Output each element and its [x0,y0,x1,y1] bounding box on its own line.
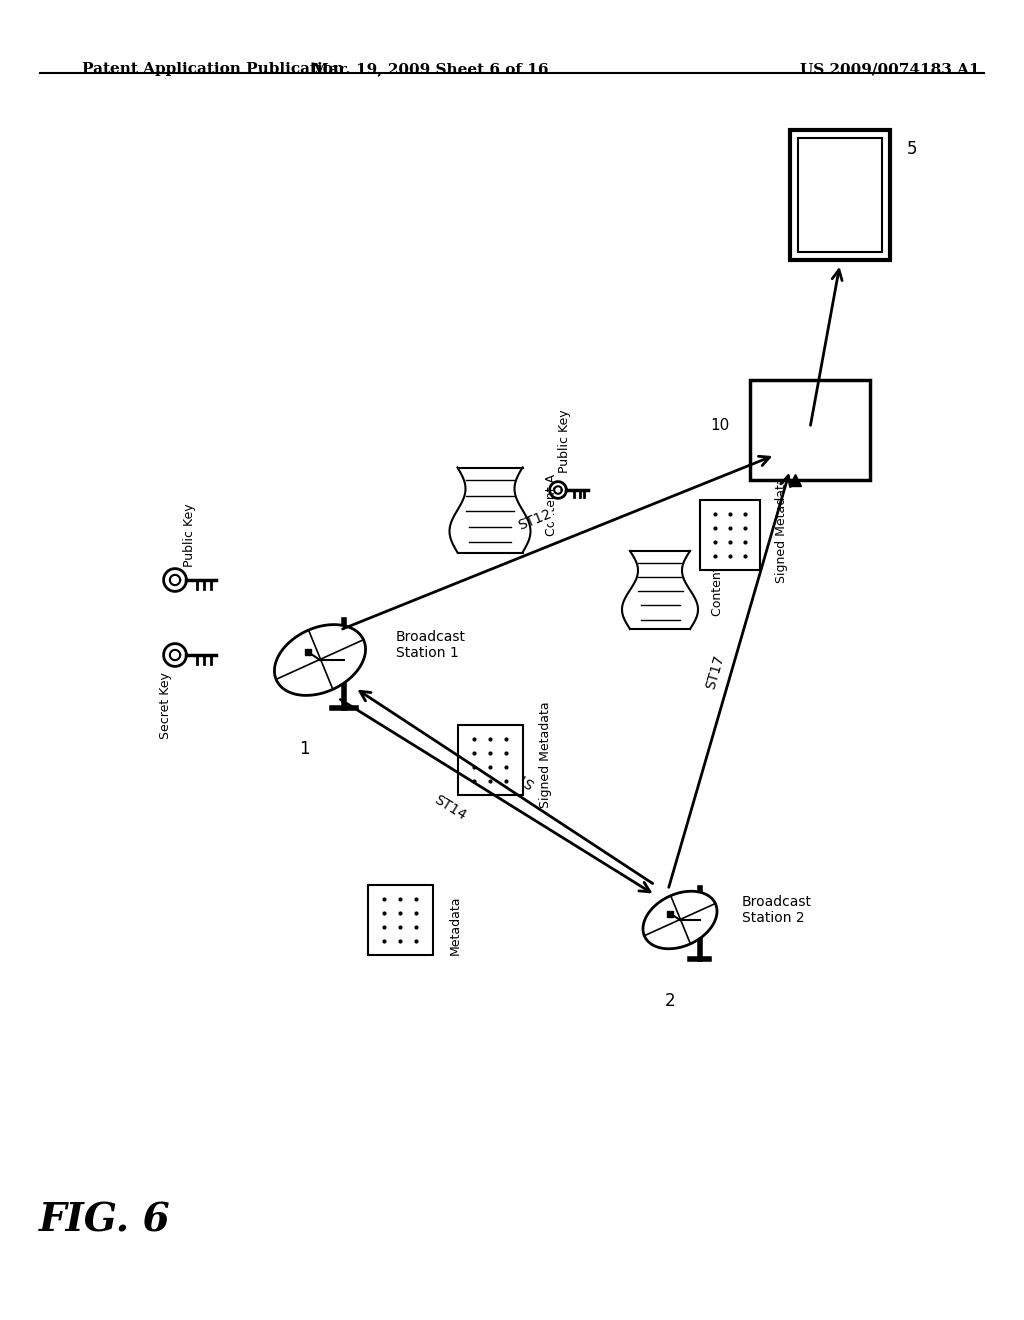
Text: ST12: ST12 [516,507,554,533]
Text: Patent Application Publication: Patent Application Publication [82,62,344,77]
Text: Content A: Content A [545,474,558,536]
Text: ST16: ST16 [500,759,537,791]
FancyBboxPatch shape [790,129,890,260]
Text: Broadcast
Station 1: Broadcast Station 1 [396,630,466,660]
Polygon shape [622,550,698,630]
Text: Public Key: Public Key [558,409,571,474]
Text: US 2009/0074183 A1: US 2009/0074183 A1 [800,62,980,77]
FancyBboxPatch shape [458,725,522,795]
Text: Signed Metadata: Signed Metadata [539,702,552,808]
FancyBboxPatch shape [700,500,760,570]
Text: 5: 5 [906,140,918,158]
Text: Signed Metadata: Signed Metadata [775,477,788,583]
Polygon shape [643,891,717,949]
FancyBboxPatch shape [750,380,870,480]
Text: ST17: ST17 [703,653,727,690]
Text: 1: 1 [299,741,309,758]
Text: Mar. 19, 2009 Sheet 6 of 16: Mar. 19, 2009 Sheet 6 of 16 [311,62,548,77]
Text: Public Key: Public Key [183,503,197,566]
FancyBboxPatch shape [368,884,432,954]
Text: Receiving
Device: Receiving Device [776,414,844,445]
Text: 2: 2 [665,991,675,1010]
FancyBboxPatch shape [798,139,882,252]
Polygon shape [274,624,366,696]
Text: Secret Key: Secret Key [160,673,172,739]
Text: Broadcast
Station 2: Broadcast Station 2 [741,895,812,925]
Text: ST14: ST14 [431,793,469,824]
Text: FIG. 6: FIG. 6 [39,1201,171,1239]
Polygon shape [450,467,530,553]
Text: 10: 10 [711,417,730,433]
Text: Content B: Content B [711,554,724,616]
Text: Metadata: Metadata [449,895,462,954]
